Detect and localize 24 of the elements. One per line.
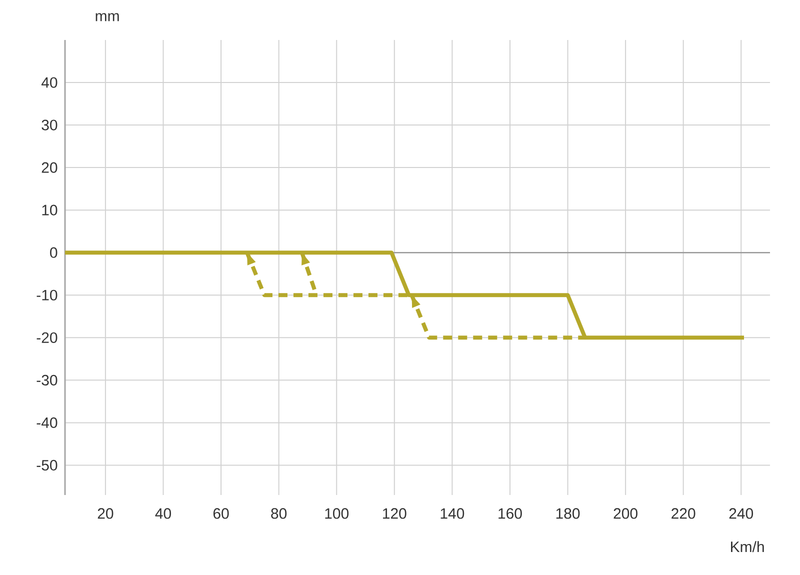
y-tick-label: 40	[41, 77, 58, 88]
y-tick-label: 10	[42, 204, 58, 216]
x-tick-label: 100	[325, 508, 349, 519]
y-axis-title: mm	[96, 13, 119, 22]
x-tick-label: 60	[213, 508, 229, 519]
y-tick-label: 0	[50, 247, 58, 258]
x-tick-label: 40	[155, 508, 171, 519]
y-tick-label: -50	[36, 460, 58, 471]
y-tick-label: -20	[36, 332, 58, 343]
x-tick-label: 240	[729, 508, 754, 519]
x-tick-label: 220	[672, 508, 696, 519]
y-tick-label: 30	[42, 120, 58, 130]
y-tick-label: -30	[36, 374, 58, 386]
x-axis-title: Km/h	[731, 541, 764, 552]
x-tick-label: 140	[440, 508, 464, 519]
x-tick-label: 80	[271, 508, 287, 519]
y-tick-label: -40	[36, 417, 58, 428]
x-tick-label: 160	[498, 508, 522, 519]
y-tick-label: -10	[36, 290, 58, 300]
x-tick-label: 120	[383, 508, 406, 519]
x-tick-label: 200	[614, 508, 638, 519]
x-tick-label: 20	[98, 508, 114, 519]
x-tick-label: 180	[556, 508, 580, 519]
y-tick-label: 20	[42, 162, 58, 173]
